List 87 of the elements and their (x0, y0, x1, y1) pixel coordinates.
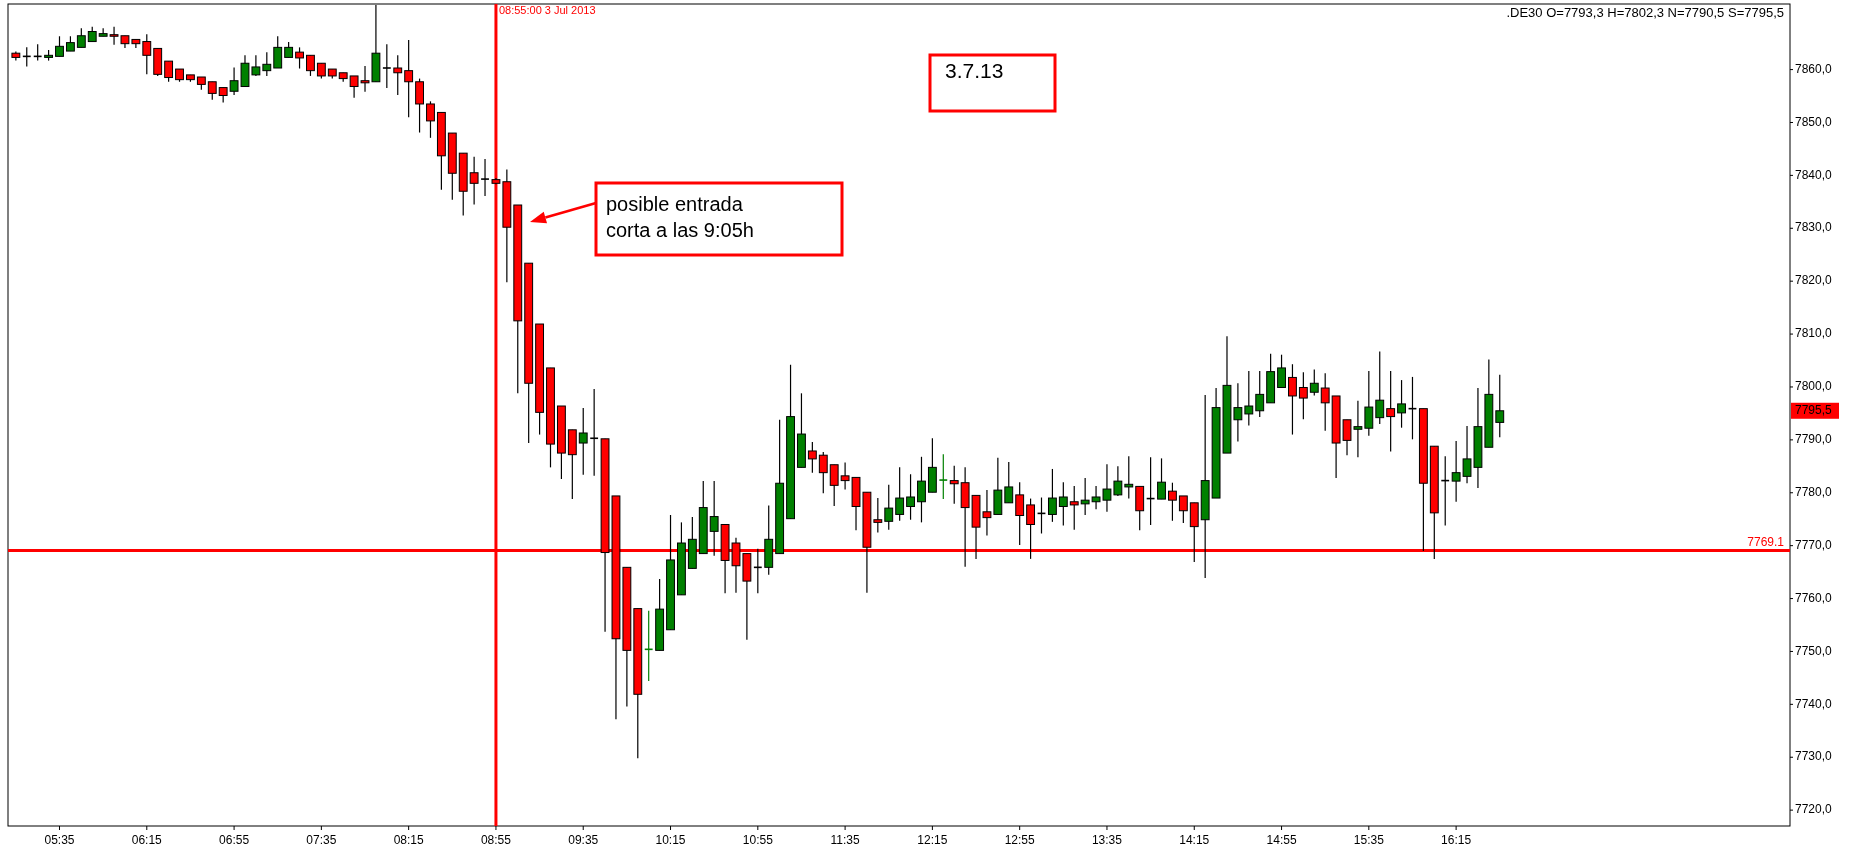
candlestick (1277, 354, 1286, 389)
annotation: 3.7.13 (945, 58, 1004, 82)
candlestick (306, 54, 315, 77)
y-tick-label: 7800,0 (1795, 379, 1833, 394)
candlestick (578, 407, 588, 476)
x-tick-label: 14:55 (1266, 832, 1297, 847)
candlestick (273, 35, 283, 69)
x-tick-label: 12:55 (1004, 832, 1036, 847)
candlestick (938, 453, 949, 500)
candlestick (393, 54, 403, 96)
candlestick (1298, 371, 1308, 420)
annotation: 08:55:00 3 Jul 2013 (498, 4, 596, 16)
x-tick-label: 10:55 (742, 832, 774, 847)
candlestick (589, 388, 599, 477)
x-tick-label: 05:35 (44, 832, 75, 847)
candlestick (709, 480, 719, 557)
y-tick-label: 7730,0 (1795, 749, 1833, 764)
candlestick (1047, 468, 1057, 523)
x-tick-label: 06:15 (131, 832, 163, 847)
candlestick (807, 441, 817, 474)
x-tick-label: 12:15 (917, 832, 948, 847)
x-tick-label: 09:35 (568, 832, 599, 847)
candlestick (480, 158, 490, 197)
candlestick (1320, 372, 1330, 432)
annotation: .DE30 O=7793,3 H=7802,3 N=7790,5 S=7795,5 (1506, 5, 1784, 21)
candlestick (1255, 370, 1265, 418)
candlestick (895, 466, 905, 522)
y-tick-label: 7820,0 (1795, 273, 1833, 288)
y-tick-label: 7790,0 (1795, 432, 1833, 447)
x-tick-label: 06:55 (219, 832, 250, 847)
x-tick-label: 15:35 (1353, 832, 1385, 847)
candlestick (469, 156, 479, 206)
y-tick-label: 7860,0 (1795, 61, 1833, 76)
candlestick (426, 100, 435, 139)
text: 7795,5 (1795, 402, 1833, 417)
candlestick (164, 60, 174, 83)
x-tick-label: 16:15 (1441, 832, 1472, 847)
x-tick-label: 13:35 (1091, 832, 1123, 847)
ref-line-label: 7769.1 (1747, 535, 1785, 550)
candlestick (76, 27, 86, 48)
y-tick-label: 7770,0 (1795, 537, 1833, 552)
annotation: posible entrada corta a las 9:05h (606, 193, 754, 241)
x-tick-label: 08:55 (480, 832, 512, 847)
y-tick-label: 7840,0 (1795, 167, 1833, 182)
y-tick-label: 7750,0 (1795, 643, 1833, 658)
candlestick (1309, 368, 1319, 397)
candlestick (1375, 350, 1385, 425)
candlestick (906, 473, 915, 521)
x-tick-label: 14:15 (1179, 832, 1210, 847)
candlestick (1386, 370, 1396, 453)
candlestick (1069, 485, 1079, 531)
candlestick (1157, 457, 1166, 500)
candlestick (1015, 481, 1025, 546)
candlestick (1288, 363, 1297, 436)
candlestick (1364, 370, 1374, 437)
y-tick-label: 7740,0 (1795, 696, 1833, 711)
candlestick (1058, 481, 1068, 527)
x-tick-label: 10:15 (655, 832, 686, 847)
candlestick (1244, 370, 1254, 427)
x-tick-label: 08:15 (393, 832, 424, 847)
candlestick (1004, 461, 1014, 504)
candlestick (404, 39, 414, 118)
candlestick (1124, 455, 1134, 500)
candlestick (917, 456, 926, 523)
candlestick (949, 465, 959, 505)
y-tick-label: 7810,0 (1795, 326, 1833, 341)
candlestick (55, 35, 64, 57)
y-tick-label: 7780,0 (1795, 484, 1833, 499)
x-tick-label: 11:35 (830, 832, 860, 847)
y-tick-label: 7850,0 (1795, 114, 1833, 129)
candlestick (1178, 495, 1188, 524)
candlestick (142, 33, 152, 75)
candlestick (818, 451, 828, 494)
candlestick (382, 43, 392, 89)
candlestick (873, 497, 883, 534)
y-tick-label: 7830,0 (1795, 220, 1833, 235)
candlestick (829, 464, 839, 507)
y-tick-label: 7720,0 (1795, 802, 1833, 817)
candlestick (1397, 379, 1406, 429)
candlestick (884, 484, 894, 531)
candlestick (1495, 374, 1505, 438)
x-tick-label: 07:35 (306, 832, 337, 847)
y-tick-label: 7760,0 (1795, 590, 1833, 605)
candlestick (415, 77, 424, 134)
candlestick (262, 51, 272, 77)
candlestick (1168, 482, 1177, 522)
candlestick (295, 46, 304, 70)
